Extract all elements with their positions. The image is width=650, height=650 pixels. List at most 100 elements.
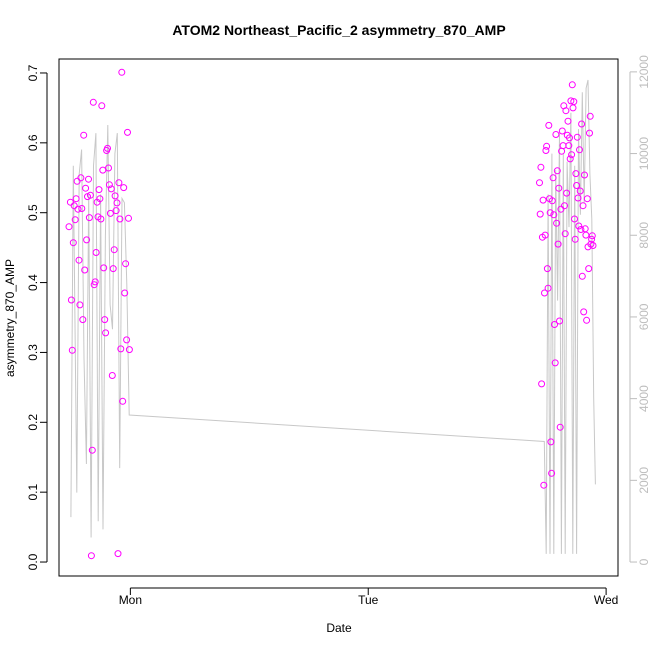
data-point (568, 151, 576, 159)
data-point (536, 179, 543, 187)
data-point (102, 329, 110, 337)
data-point (578, 120, 586, 128)
data-point (576, 146, 583, 154)
data-point (66, 198, 74, 206)
data-point (105, 181, 113, 189)
data-point (99, 166, 107, 174)
data-point (542, 147, 550, 154)
right-tick-label: 8000 (637, 222, 650, 249)
data-point (98, 102, 106, 110)
data-point (100, 264, 108, 272)
data-point (92, 249, 100, 256)
data-point (105, 164, 112, 172)
data-point (101, 316, 109, 324)
data-point (559, 142, 567, 150)
data-point (573, 182, 581, 189)
x-tick-label: Mon (119, 593, 142, 607)
data-point (565, 142, 573, 150)
data-point (77, 174, 85, 182)
data-point (576, 187, 584, 195)
x-tick-label: Wed (594, 593, 618, 607)
data-point (88, 446, 96, 454)
data-point (76, 301, 84, 309)
data-point (107, 185, 115, 193)
data-point (579, 202, 587, 210)
data-point (581, 225, 589, 233)
right-y-axis: 0 2000 4000 6000 8000 10000 12000 (629, 55, 650, 565)
data-point (577, 226, 585, 233)
data-point (566, 155, 574, 163)
data-point (583, 195, 591, 203)
data-point (563, 189, 571, 197)
left-tick-label: 0.4 (26, 274, 40, 291)
data-point (561, 230, 569, 238)
left-tick-label: 0.7 (26, 64, 40, 81)
data-point (96, 195, 104, 203)
data-point (571, 235, 579, 243)
data-point (583, 316, 591, 324)
data-point (81, 266, 89, 274)
right-tick-label: 6000 (637, 303, 650, 330)
data-point (68, 346, 76, 354)
data-point (573, 133, 581, 141)
line-series (70, 79, 596, 554)
data-point (541, 231, 549, 239)
data-point (568, 81, 576, 89)
data-point (556, 423, 564, 431)
data-point (572, 170, 580, 178)
data-point (569, 104, 577, 112)
data-point (554, 240, 562, 248)
left-tick-label: 0.0 (26, 553, 40, 570)
left-tick-label: 0.1 (26, 484, 40, 501)
data-point (114, 550, 122, 558)
data-point (557, 205, 565, 213)
x-tick-label: Tue (358, 593, 379, 607)
data-point (74, 205, 82, 213)
data-point (567, 97, 575, 105)
data-point (118, 68, 126, 76)
data-point (544, 284, 552, 292)
data-point (110, 246, 118, 254)
data-point (125, 346, 133, 354)
chart-title: ATOM2 Northeast_Pacific_2 asymmetry_870_… (172, 22, 505, 38)
data-point (78, 205, 86, 212)
data-point (111, 192, 119, 200)
data-point (550, 211, 558, 219)
data-point (561, 202, 568, 210)
data-point (574, 194, 582, 202)
data-point (551, 321, 558, 328)
right-tick-label: 2000 (637, 467, 650, 494)
data-point (566, 134, 573, 142)
data-point (543, 142, 551, 150)
data-point (570, 98, 578, 106)
data-point (120, 184, 128, 192)
data-point (589, 242, 597, 249)
data-point (539, 196, 547, 204)
data-point (83, 236, 91, 244)
data-point (113, 199, 121, 207)
left-tick-label: 0.3 (26, 344, 40, 361)
left-tick-label: 0.2 (26, 414, 40, 431)
data-point (112, 207, 120, 215)
data-point (580, 308, 588, 316)
data-point (124, 128, 131, 136)
data-point (86, 191, 94, 199)
data-point (545, 121, 553, 129)
data-point (121, 289, 129, 297)
right-tick-label: 10000 (637, 137, 650, 171)
data-point (578, 272, 586, 280)
data-point (91, 278, 99, 286)
right-tick-label: 4000 (637, 385, 650, 412)
data-point (79, 316, 87, 324)
left-y-axis: 0.0 0.1 0.2 0.3 0.4 0.5 0.6 0.7 (26, 64, 48, 570)
data-point (85, 175, 92, 183)
data-point (585, 265, 593, 273)
scatter-series-layer (65, 68, 597, 560)
data-point (588, 232, 596, 240)
data-point (558, 127, 566, 135)
data-point (65, 223, 73, 231)
data-point (537, 163, 545, 171)
data-point (536, 210, 544, 218)
data-point (541, 289, 548, 297)
